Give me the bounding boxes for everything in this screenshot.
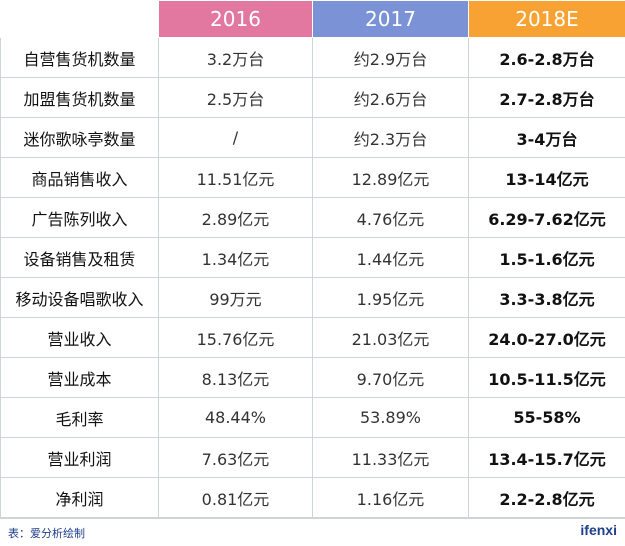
cell-2017: 4.76亿元 (312, 197, 469, 238)
cell-2018e: 13-14亿元 (468, 157, 625, 198)
table-row: 迷你歌咏亭数量 / 约2.3万台 3-4万台 (0, 117, 625, 158)
row-label: 营业利润 (0, 437, 159, 478)
cell-2018e: 3-4万台 (468, 117, 625, 158)
row-label: 商品销售收入 (0, 157, 159, 198)
row-label: 营业收入 (0, 317, 159, 358)
cell-2017: 53.89% (312, 397, 469, 438)
row-label: 广告陈列收入 (0, 197, 159, 238)
cell-2018e: 2.7-2.8万台 (468, 77, 625, 118)
table-row: 设备销售及租赁 1.34亿元 1.44亿元 1.5-1.6亿元 (0, 237, 625, 278)
row-label: 设备销售及租赁 (0, 237, 159, 278)
cell-2016: 1.34亿元 (158, 237, 313, 278)
cell-2018e: 13.4-15.7亿元 (468, 437, 625, 478)
cell-2016: 2.5万台 (158, 77, 313, 118)
financial-table: 2016 2017 2018E 自营售货机数量 3.2万台 约2.9万台 2.6-2.… (0, 0, 625, 518)
table-row: 净利润 0.81亿元 1.16亿元 2.2-2.8亿元 (0, 477, 625, 518)
cell-2016: 8.13亿元 (158, 357, 313, 398)
cell-2018e: 3.3-3.8亿元 (468, 277, 625, 318)
table-row: 营业收入 15.76亿元 21.03亿元 24.0-27.0亿元 (0, 317, 625, 358)
cell-2017: 约2.9万台 (312, 37, 469, 78)
row-label: 迷你歌咏亭数量 (0, 117, 159, 158)
row-label: 自营售货机数量 (0, 37, 159, 78)
cell-2018e: 6.29-7.62亿元 (468, 197, 625, 238)
header-2018e: 2018E (468, 0, 625, 38)
cell-2016: / (158, 117, 313, 158)
cell-2016: 11.51亿元 (158, 157, 313, 198)
cell-2016: 99万元 (158, 277, 313, 318)
cell-2017: 1.95亿元 (312, 277, 469, 318)
cell-2017: 9.70亿元 (312, 357, 469, 398)
cell-2018e: 1.5-1.6亿元 (468, 237, 625, 278)
header-row: 2016 2017 2018E (0, 0, 625, 38)
cell-2017: 1.44亿元 (312, 237, 469, 278)
table-row: 商品销售收入 11.51亿元 12.89亿元 13-14亿元 (0, 157, 625, 198)
header-2017: 2017 (312, 0, 469, 38)
table-footer: 表：爱分析绘制 ifenxi (0, 518, 625, 546)
cell-2018e: 2.6-2.8万台 (468, 37, 625, 78)
row-label: 移动设备唱歌收入 (0, 277, 159, 318)
header-corner (0, 0, 159, 38)
cell-2017: 约2.3万台 (312, 117, 469, 158)
source-note: 表：爱分析绘制 (8, 527, 85, 540)
cell-2017: 约2.6万台 (312, 77, 469, 118)
table-row: 营业成本 8.13亿元 9.70亿元 10.5-11.5亿元 (0, 357, 625, 398)
row-label: 净利润 (0, 477, 159, 518)
cell-2017: 21.03亿元 (312, 317, 469, 358)
table-row: 自营售货机数量 3.2万台 约2.9万台 2.6-2.8万台 (0, 37, 625, 78)
table-row: 加盟售货机数量 2.5万台 约2.6万台 2.7-2.8万台 (0, 77, 625, 118)
cell-2018e: 10.5-11.5亿元 (468, 357, 625, 398)
header-2016: 2016 (158, 0, 313, 38)
cell-2018e: 2.2-2.8亿元 (468, 477, 625, 518)
cell-2016: 15.76亿元 (158, 317, 313, 358)
cell-2018e: 24.0-27.0亿元 (468, 317, 625, 358)
cell-2016: 2.89亿元 (158, 197, 313, 238)
table-row: 广告陈列收入 2.89亿元 4.76亿元 6.29-7.62亿元 (0, 197, 625, 238)
table-row: 营业利润 7.63亿元 11.33亿元 13.4-15.7亿元 (0, 437, 625, 478)
cell-2018e: 55-58% (468, 397, 625, 438)
row-label: 毛利率 (0, 397, 159, 438)
cell-2017: 1.16亿元 (312, 477, 469, 518)
row-label: 营业成本 (0, 357, 159, 398)
cell-2016: 3.2万台 (158, 37, 313, 78)
table-row: 毛利率 48.44% 53.89% 55-58% (0, 397, 625, 438)
cell-2017: 11.33亿元 (312, 437, 469, 478)
cell-2016: 7.63亿元 (158, 437, 313, 478)
row-label: 加盟售货机数量 (0, 77, 159, 118)
cell-2017: 12.89亿元 (312, 157, 469, 198)
table-row: 移动设备唱歌收入 99万元 1.95亿元 3.3-3.8亿元 (0, 277, 625, 318)
cell-2016: 48.44% (158, 397, 313, 438)
ifenxi-logo: ifenxi (580, 522, 617, 538)
cell-2016: 0.81亿元 (158, 477, 313, 518)
